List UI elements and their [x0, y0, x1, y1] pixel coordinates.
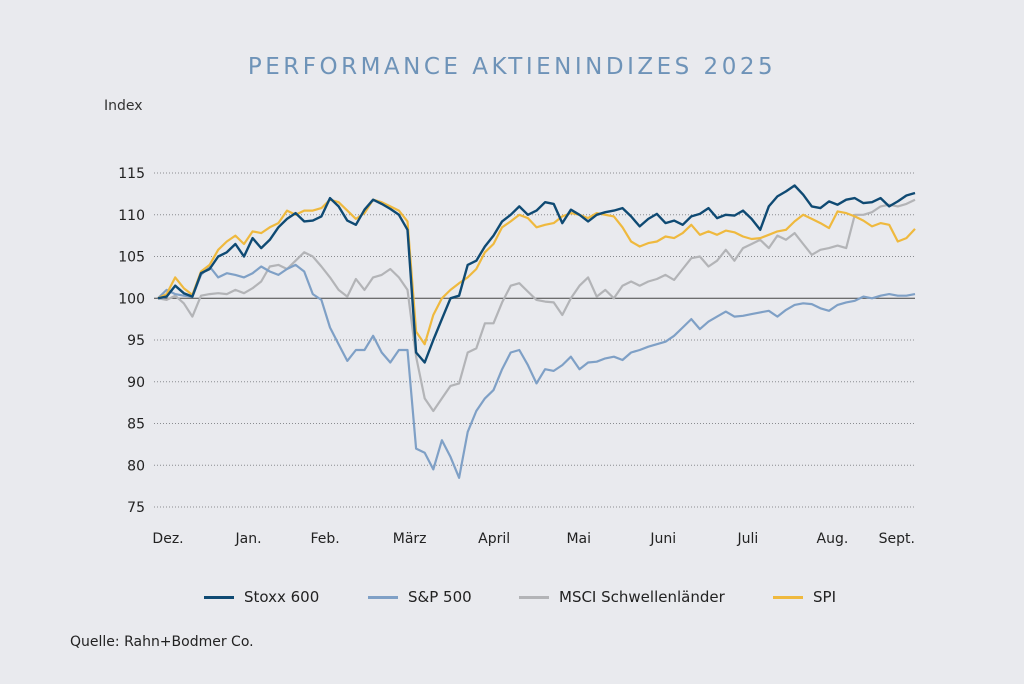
- legend-label: MSCI Schwellenländer: [559, 588, 725, 606]
- y-tick-label: 95: [127, 333, 145, 349]
- x-tick-label: Feb.: [310, 531, 339, 547]
- x-tick-label: April: [478, 531, 510, 547]
- series-line-msci-schwellenl-nder: [157, 198, 916, 413]
- chart-title: PERFORMANCE AKTIENINDIZES 2025: [247, 54, 777, 80]
- legend-swatch: [773, 595, 803, 599]
- legend-item-spi: SPI: [773, 588, 836, 606]
- series-line-spi: [157, 198, 916, 346]
- legend-item-stoxx600: Stoxx 600: [204, 588, 319, 606]
- legend-label: SPI: [813, 588, 836, 606]
- y-tick-label: 80: [127, 458, 145, 474]
- y-tick-label: 105: [118, 250, 145, 266]
- source-note: Quelle: Rahn+Bodmer Co.: [70, 634, 254, 650]
- x-tick-label: Dez.: [152, 531, 183, 547]
- y-tick-label: 110: [118, 208, 145, 224]
- x-tick-label: Mai: [566, 531, 591, 547]
- x-tick-label: Jan.: [235, 531, 262, 547]
- x-tick-label: Aug.: [817, 531, 849, 547]
- y-axis-label: Index: [104, 98, 143, 114]
- gridlines: [154, 172, 915, 508]
- y-tick-label: 90: [127, 375, 145, 391]
- y-tick-labels: 115 110 105 100 95 90 85 80 75: [118, 166, 145, 516]
- y-tick-label: 100: [118, 291, 145, 307]
- legend-item-sp500: S&P 500: [368, 588, 472, 606]
- legend: Stoxx 600 S&P 500 MSCI Schwellenländer S…: [0, 588, 1024, 612]
- y-tick-label: 115: [118, 166, 145, 182]
- series-line-s-p-500: [157, 263, 916, 479]
- x-tick-label: Juni: [649, 531, 676, 547]
- y-tick-label: 85: [127, 417, 145, 433]
- legend-label: S&P 500: [408, 588, 472, 606]
- x-tick-label: März: [393, 531, 427, 547]
- legend-swatch: [204, 595, 234, 599]
- series-lines: [157, 184, 916, 479]
- x-tick-labels: Dez. Jan. Feb. März April Mai Juni Juli Aug. Sept…: [152, 531, 915, 547]
- x-tick-label: Juli: [736, 531, 758, 547]
- legend-swatch: [368, 595, 398, 599]
- legend-item-msci-em: MSCI Schwellenländer: [519, 588, 725, 606]
- series-line-stoxx-600: [157, 184, 916, 364]
- legend-label: Stoxx 600: [244, 588, 320, 606]
- legend-swatch: [519, 595, 549, 599]
- y-tick-label: 75: [127, 500, 145, 516]
- x-tick-label: Sept.: [879, 531, 915, 547]
